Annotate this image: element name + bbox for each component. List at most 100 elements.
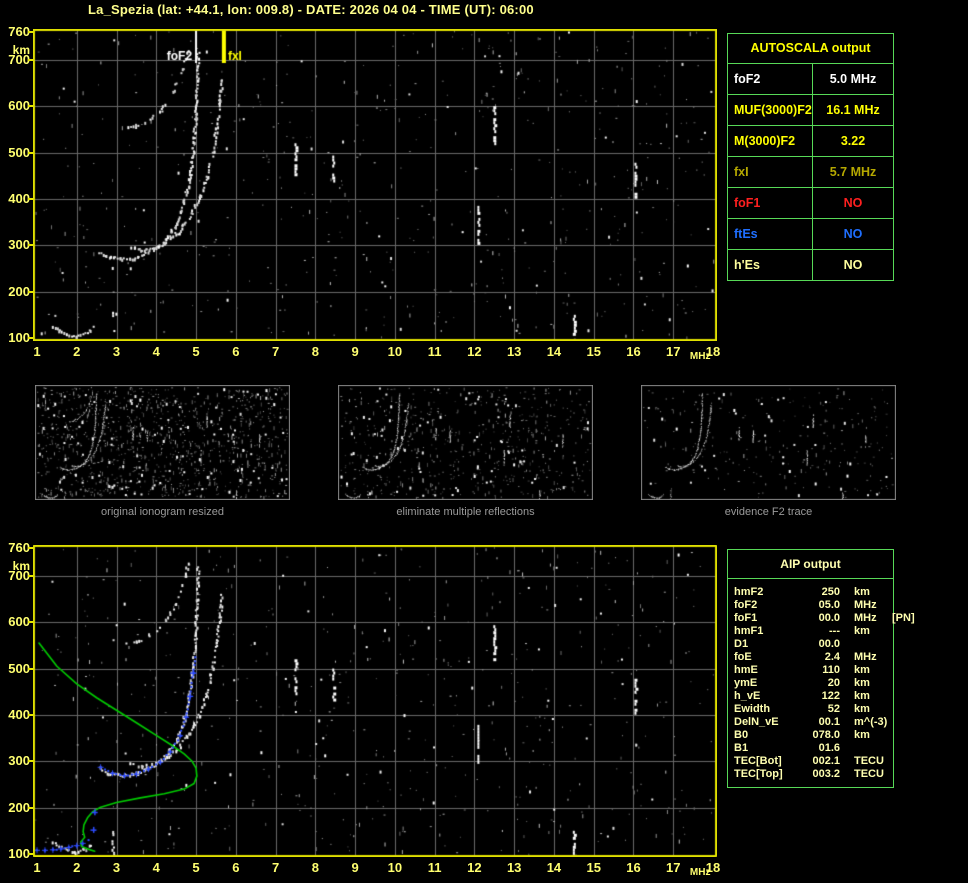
aip-label: TEC[Bot] <box>734 755 782 767</box>
aip-table-row: B0 078.0 km <box>728 729 893 742</box>
aip-extra <box>890 729 893 742</box>
y-tick-mark <box>28 806 33 809</box>
x-tick-label: 1 <box>33 344 41 359</box>
param-label: fxI <box>728 157 813 187</box>
y-tick-mark <box>28 853 33 855</box>
y-tick-label: 500 <box>8 144 30 160</box>
param-value: 3.22 <box>840 134 866 148</box>
param-label: ftEs <box>728 219 813 249</box>
aip-extra: [PN] <box>892 612 915 624</box>
aip-value: 20 <box>827 677 840 689</box>
aip-label: B0 <box>734 729 749 741</box>
aip-unit: MHz <box>854 651 877 663</box>
x-tick-label: 13 <box>506 344 522 359</box>
x-tick-label: 9 <box>351 860 359 875</box>
aip-table-header: AIP output <box>728 550 893 579</box>
aip-table-row: hmF2 250 km <box>728 586 893 599</box>
param-value: NO <box>843 196 863 210</box>
param-value: 5.7 MHz <box>829 165 877 179</box>
x-tick-label: 5 <box>192 344 200 359</box>
table-row-foF1: foF1 NO <box>728 188 893 219</box>
aip-extra <box>890 768 893 781</box>
aip-table-row: h_vE 122 km <box>728 690 893 703</box>
x-tick-label: 14 <box>546 860 562 875</box>
aip-label: foF1 <box>734 612 758 624</box>
aip-extra <box>890 677 893 690</box>
x-tick-label: 13 <box>506 860 522 875</box>
x-tick-label: 2 <box>73 344 81 359</box>
x-tick-label: 17 <box>666 860 681 875</box>
y-axis-unit-label: km <box>12 43 30 57</box>
y-tick-mark <box>28 197 33 200</box>
aip-value: 122 <box>821 690 840 702</box>
aip-unit: km <box>854 625 870 637</box>
aip-label: Ewidth <box>734 703 771 715</box>
aip-value: 078.0 <box>812 729 840 741</box>
page-title: La_Spezia (lat: +44.1, lon: 009.8) - DAT… <box>88 2 534 17</box>
aip-unit: TECU <box>854 768 884 780</box>
aip-extra <box>890 586 893 599</box>
aip-label: foF2 <box>734 599 758 611</box>
aip-value: 110 <box>822 664 840 676</box>
y-tick-label: 200 <box>8 283 30 299</box>
param-value: 16.1 MHz <box>826 103 880 117</box>
aip-label: TEC[Top] <box>734 768 783 780</box>
aip-unit: km <box>854 729 870 741</box>
aip-table-row: foF2 05.0 MHz <box>728 599 893 612</box>
x-tick-label: 3 <box>112 344 121 359</box>
y-tick-mark <box>28 760 33 763</box>
x-tick-label: 6 <box>232 860 240 875</box>
x-tick-label: 4 <box>152 860 160 875</box>
param-label: foF1 <box>728 188 813 218</box>
aip-label: D1 <box>734 638 749 650</box>
aip-table-row: TEC[Top] 003.2 TECU <box>728 768 893 781</box>
aip-label: DelN_vE <box>734 716 779 728</box>
panel-eliminate-reflections-canvas <box>338 385 593 500</box>
aip-extra <box>890 664 893 677</box>
y-tick-label: 760 <box>8 24 30 39</box>
y-tick-label: 760 <box>8 540 30 555</box>
x-tick-label: 2 <box>73 860 81 875</box>
aip-table-row: Ewidth 52 km <box>728 703 893 716</box>
aip-label: hmF2 <box>734 586 764 598</box>
aip-unit <box>840 742 890 755</box>
param-label: foF2 <box>728 64 813 94</box>
x-tick-label: 15 <box>586 860 601 875</box>
y-tick-mark <box>28 621 33 624</box>
table-row-MUF3000F2: MUF(3000)F2 16.1 MHz <box>728 95 893 126</box>
x-tick-label: 6 <box>232 344 240 359</box>
aip-value: 003.2 <box>812 768 840 780</box>
profile-ionogram-canvas <box>33 545 717 857</box>
aip-value: 00.1 <box>818 716 840 728</box>
x-tick-label: 7 <box>271 860 280 875</box>
y-tick-label: 700 <box>8 567 30 583</box>
aip-table-row: B1 01.6 <box>728 742 893 755</box>
aip-value: 00.0 <box>818 638 840 650</box>
aip-extra <box>890 690 893 703</box>
table-row-foF2: foF2 5.0 MHz <box>728 64 893 95</box>
y-tick-label: 100 <box>8 846 30 861</box>
y-tick-label: 300 <box>8 753 30 769</box>
x-tick-label: 1 <box>33 860 41 875</box>
param-value: NO <box>843 258 863 272</box>
panel-evidence-f2-canvas <box>641 385 896 500</box>
aip-table-row: foF1 00.0 MHz [PN] <box>728 612 915 625</box>
aip-label: hmE <box>734 664 758 676</box>
aip-value: 002.1 <box>812 755 840 767</box>
table-row-fxI: fxI 5.7 MHz <box>728 157 893 188</box>
y-tick-mark <box>28 58 33 61</box>
aip-extra <box>890 651 893 664</box>
y-tick-label: 400 <box>8 706 30 722</box>
aip-label: foE <box>734 651 752 663</box>
panel-caption: eliminate multiple reflections <box>396 506 535 518</box>
x-tick-label: 7 <box>271 344 280 359</box>
aip-extra <box>890 742 893 755</box>
x-tick-label: 8 <box>311 344 319 359</box>
x-axis-unit-label: MHz <box>689 351 711 362</box>
aip-value: 05.0 <box>818 599 840 611</box>
table-row-ftEs: ftEs NO <box>728 219 893 250</box>
panel-caption: evidence F2 trace <box>724 506 813 518</box>
autoscala-table-header: AUTOSCALA output <box>728 34 893 64</box>
aip-output-table: AIP output hmF2 250 km foF2 05.0 MHz foF1 00.0 M… <box>727 549 915 788</box>
